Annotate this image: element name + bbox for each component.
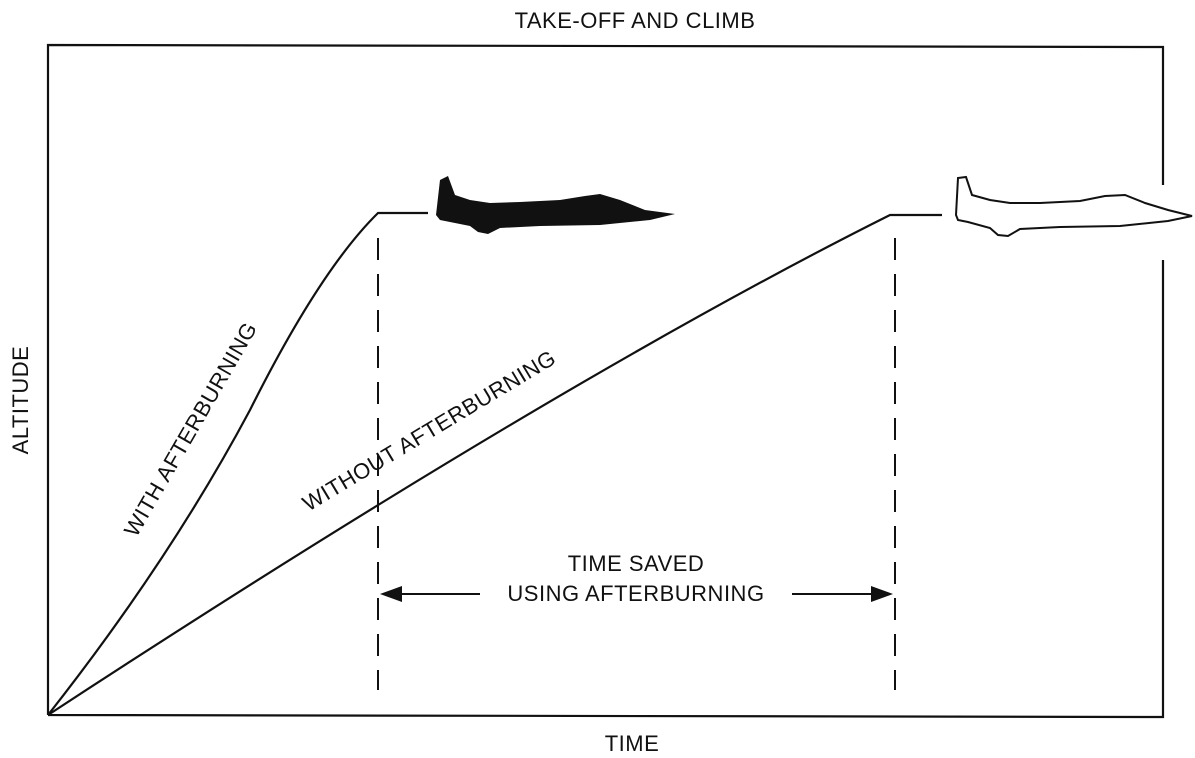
title: TAKE-OFF AND CLIMB xyxy=(515,8,756,33)
y-axis-label: ALTITUDE xyxy=(8,346,33,455)
jet-no-afterburning xyxy=(956,177,1192,236)
annotation-line: USING AFTERBURNING xyxy=(507,581,764,606)
arrow-head xyxy=(871,586,893,602)
annotation-line: TIME SAVED xyxy=(568,551,705,576)
diagram: TAKE-OFF AND CLIMB ALTITUDE TIME WITH AF… xyxy=(0,0,1195,758)
arrow-head xyxy=(380,586,402,602)
x-axis-label: TIME xyxy=(605,731,660,756)
curve-label: WITHOUT AFTERBURNING xyxy=(298,345,560,516)
jet-afterburning xyxy=(436,176,675,234)
